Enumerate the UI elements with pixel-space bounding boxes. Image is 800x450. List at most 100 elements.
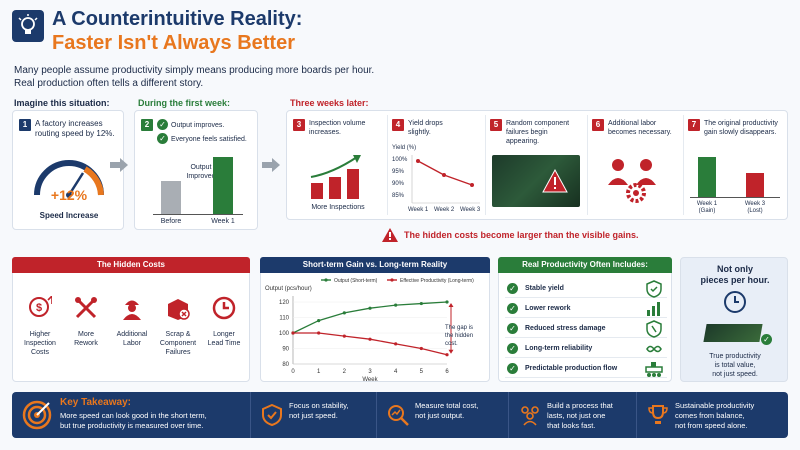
footer-item: Focus on stability, not just speed. [250,392,380,438]
real-productivity-item: ✓ Long-term reliability [505,340,667,358]
hidden-cost-label: Failures [165,349,191,356]
hidden-cost-label: Scrap & [165,331,191,338]
footer-item-label: Measure total cost, [415,401,479,410]
hidden-cost-label: Rework [74,340,98,347]
step-6: 6 Additional labor becomes necessary. [587,115,681,215]
bar-gain-label-2: (Gain) [698,208,716,214]
arrow-right-icon [110,158,128,172]
takeaway-line-2: but true productivity is measured over t… [60,421,204,430]
footer-item-label: lasts, not just one [547,411,606,420]
real-productivity-card: Real Productivity Often Includes: ✓ Stab… [498,257,672,382]
y-tick-label: 80 [282,362,289,368]
scrap-box-icon [168,299,190,320]
yield-x-label: Week 1 [408,207,429,213]
real-productivity-item: ✓ Stable yield [505,280,667,298]
step-4-text-2: slightly. [408,129,431,136]
hidden-cost-label: Additional [116,331,148,338]
bar-week1-label: Week 1 [211,218,235,225]
intro-line-1: Many people assume productivity simply m… [14,65,375,76]
section-imagine: Imagine this situation: [14,98,110,108]
warning-icon [382,228,398,242]
data-point [419,346,423,351]
shield-icon [646,320,662,338]
hidden-cost-label: Labor [123,340,141,347]
section-first-week: During the first week: [138,98,231,108]
conveyor-icon [645,362,663,377]
data-point [445,353,449,357]
data-point [394,342,398,346]
yield-x-label: Week 3 [460,207,481,213]
step-3-text-2: increases. [309,129,341,136]
bar-gain [698,157,716,197]
x-tick-label: 4 [394,369,398,375]
x-tick-label: 6 [445,369,449,375]
hidden-cost-label: More [78,331,94,338]
y-tick-label: 90 [282,347,289,353]
step-7-text-1: The original productivity [704,120,778,127]
gap-arrow-head [448,303,454,307]
step-number: 7 [688,119,700,131]
step-number: 3 [293,119,305,131]
step-number: 4 [392,119,404,131]
real-productivity-label: Reduced stress damage [525,325,606,332]
step-5-text-3: appearing. [506,138,540,145]
circuit-board-image [703,324,763,342]
target-icon [22,400,52,430]
three-weeks-panel: 3 Inspection volume increases. More Insp… [286,110,788,220]
bar-lost [746,173,764,197]
yield-tick: 100% [392,157,408,163]
footer-item: Measure total cost, not just output. [376,392,506,438]
bar-before-label: Before [160,218,182,225]
first-week-item-2: Everyone feels satisfied. [171,136,247,143]
gauge-label: Speed Increase [39,211,99,220]
hidden-costs-title: The Hidden Costs [12,257,250,273]
bar-lost-label-2: (Lost) [747,208,763,214]
x-tick-label: 5 [420,369,424,375]
gap-note-1: The gap is [445,325,474,331]
y-tick-label: 120 [279,300,290,306]
not-only-bottom-3: not just speed. [712,371,758,378]
check-icon: ✓ [507,363,518,374]
dollar-up-icon: $ [29,296,52,317]
check-icon: ✓ [761,334,772,345]
data-point [291,331,295,335]
hidden-cost-label: Costs [31,349,49,356]
x-tick-label: 2 [343,369,347,375]
workers-gear-icon [608,159,656,203]
step-4-text-1: Yield drops [408,120,443,127]
footer-item: Sustainable productivity comes from balan… [636,392,766,438]
clock-icon [212,296,236,320]
footer-item-label: not from speed alone. [675,421,748,430]
hidden-cost-label: Lead Time [207,340,241,347]
hidden-cost-item: Scrap & Component Failures [155,296,201,376]
y-tick-label: 100 [279,331,290,337]
step-4: 4 Yield drops slightly. Yield (%) 100% 9… [387,115,483,215]
data-point [419,301,423,306]
real-productivity-item: ✓ Predictable production flow [505,360,667,378]
step-number: 6 [592,119,604,131]
not-only-bottom-2: is total value, [714,362,756,369]
not-only-bottom-1: True productivity [709,353,761,360]
x-tick-label: 1 [317,369,321,375]
bar-before [161,181,181,214]
takeaway-line-1: More speed can look good in the short te… [60,411,207,420]
bars-rising-icon [310,155,361,199]
step-5: 5 Random component failures begin appear… [485,115,585,215]
worker-icon [123,300,141,320]
gap-arrow-head [448,349,454,354]
imagine-text-1: A factory increases [35,119,103,128]
hidden-cost-label: Inspection [24,340,56,347]
infinity-icon [646,345,662,353]
data-point [342,311,346,315]
hidden-cost-label: Higher [29,331,51,338]
check-icon: ✓ [157,133,168,144]
y-tick-label: 110 [279,316,289,322]
takeaway-title: Key Takeaway: [60,397,131,408]
step-7: 7 The original productivity gain slowly … [683,115,785,215]
data-point [394,303,398,307]
hidden-cost-label: Longer [213,331,235,338]
data-point [317,331,321,335]
check-icon: ✓ [507,283,518,294]
step-number: 1 [19,119,31,131]
intro-line-2: Real production often tells a different … [14,78,204,89]
